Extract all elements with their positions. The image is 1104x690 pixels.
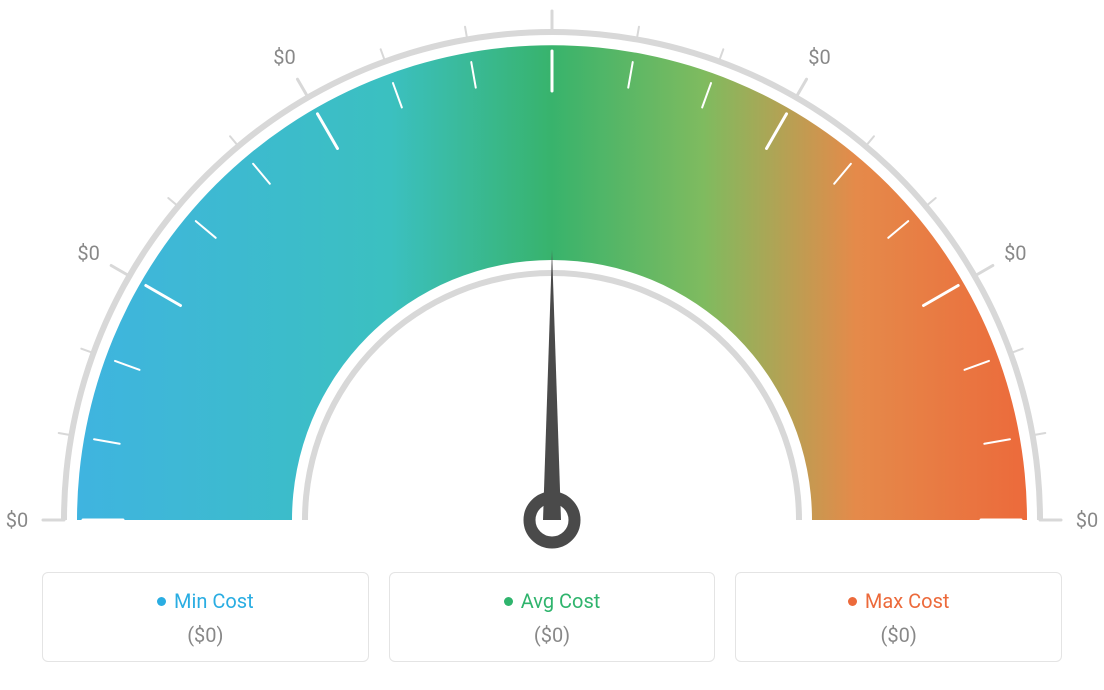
scale-label: $0 bbox=[6, 508, 28, 532]
chart-container: $0$0$0$0$0$0$0 Min Cost ($0) Avg Cost ($… bbox=[0, 0, 1104, 690]
legend-card-avg: Avg Cost ($0) bbox=[389, 572, 716, 662]
scale-label: $0 bbox=[1004, 241, 1026, 265]
legend-value-min: ($0) bbox=[53, 623, 358, 647]
legend-value-avg: ($0) bbox=[400, 623, 705, 647]
legend-label: Min Cost bbox=[174, 589, 254, 613]
gauge-svg bbox=[0, 0, 1104, 580]
legend-title-max: Max Cost bbox=[848, 589, 950, 613]
legend-title-avg: Avg Cost bbox=[504, 589, 601, 613]
scale-label: $0 bbox=[1076, 508, 1098, 532]
legend-label: Max Cost bbox=[865, 589, 950, 613]
legend-card-max: Max Cost ($0) bbox=[735, 572, 1062, 662]
legend-row: Min Cost ($0) Avg Cost ($0) Max Cost ($0… bbox=[42, 572, 1062, 662]
dot-icon bbox=[848, 597, 857, 606]
dot-icon bbox=[157, 597, 166, 606]
scale-label: $0 bbox=[77, 241, 99, 265]
gauge: $0$0$0$0$0$0$0 bbox=[0, 0, 1104, 560]
scale-label: $0 bbox=[273, 45, 295, 69]
dot-icon bbox=[504, 597, 513, 606]
legend-value-max: ($0) bbox=[746, 623, 1051, 647]
legend-card-min: Min Cost ($0) bbox=[42, 572, 369, 662]
legend-label: Avg Cost bbox=[521, 589, 601, 613]
scale-label: $0 bbox=[808, 45, 830, 69]
legend-title-min: Min Cost bbox=[157, 589, 254, 613]
